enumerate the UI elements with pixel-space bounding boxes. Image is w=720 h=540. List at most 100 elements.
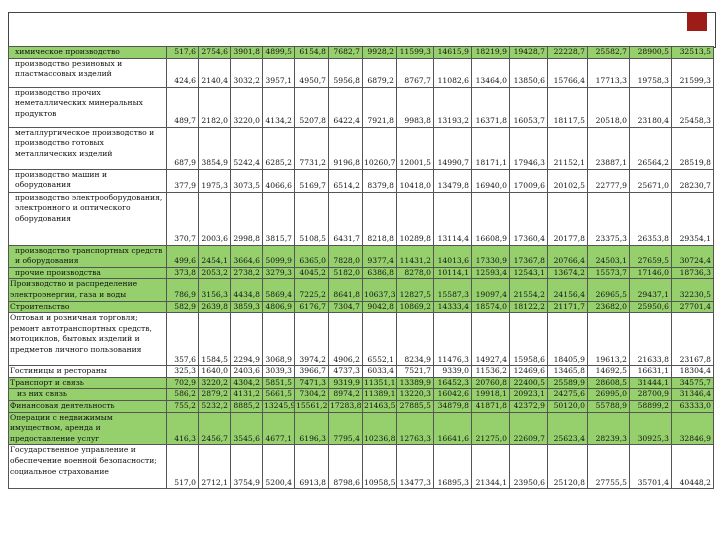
- value-cell: 16452,3: [433, 376, 472, 390]
- value-cell: 30925,3: [629, 411, 672, 446]
- value-cell: 4950,7: [294, 57, 329, 88]
- value-cell: 6514,2: [328, 168, 363, 193]
- value-cell: 13193,2: [433, 86, 472, 128]
- value-cell: 10260,7: [362, 126, 397, 170]
- value-cell: 16053,7: [509, 86, 548, 128]
- value-cell: 7921,8: [362, 86, 397, 128]
- value-cell: 3664,6: [230, 244, 263, 268]
- value-cell: 10418,0: [396, 168, 434, 193]
- value-cell: 1584,5: [198, 312, 231, 367]
- value-cell: 6033,4: [362, 365, 397, 378]
- value-cell: 4806,9: [262, 300, 295, 314]
- value-cell: 35701,4: [629, 444, 672, 490]
- value-cell: 3220,0: [230, 86, 263, 128]
- value-cell: 377,9: [166, 168, 199, 193]
- row-label: Финансовая деятельность: [8, 399, 167, 413]
- value-cell: 2182,0: [198, 86, 231, 128]
- value-cell: 22777,9: [587, 168, 630, 193]
- value-cell: 16371,8: [471, 86, 510, 128]
- value-cell: 4066,6: [262, 168, 295, 193]
- header-band: [8, 12, 716, 48]
- table-row: Производство и распределение электроэнер…: [8, 278, 714, 302]
- value-cell: 10289,8: [396, 191, 434, 246]
- value-cell: 6879,2: [362, 57, 397, 88]
- value-cell: 9319,9: [328, 376, 363, 390]
- value-cell: 24503,1: [587, 244, 630, 268]
- value-cell: 4737,3: [328, 365, 363, 378]
- value-cell: 489,7: [166, 86, 199, 128]
- value-cell: 16608,9: [471, 191, 510, 246]
- value-cell: 16895,3: [433, 444, 472, 490]
- value-cell: 27701,4: [671, 300, 714, 314]
- value-cell: 25671,0: [629, 168, 672, 193]
- value-cell: 22400,5: [509, 376, 548, 390]
- value-cell: 3279,3: [262, 266, 295, 280]
- value-cell: 755,2: [166, 399, 199, 413]
- value-cell: 6386,8: [362, 266, 397, 280]
- value-cell: 702,9: [166, 376, 199, 390]
- value-cell: 786,9: [166, 278, 199, 302]
- value-cell: 325,3: [166, 365, 199, 378]
- value-cell: 14692,5: [587, 365, 630, 378]
- value-cell: 14615,9: [433, 46, 472, 59]
- value-cell: 5200,4: [262, 444, 295, 490]
- value-cell: 416,3: [166, 411, 199, 446]
- table-row: производство прочих неметаллических мине…: [8, 86, 714, 128]
- value-cell: 357,6: [166, 312, 199, 367]
- value-cell: 3901,8: [230, 46, 263, 59]
- value-cell: 21152,1: [547, 126, 588, 170]
- value-cell: 55788,9: [587, 399, 630, 413]
- statistics-table-container: химическое производство 517,6 2754,6 3901,8…: [8, 46, 714, 490]
- value-cell: 11082,6: [433, 57, 472, 88]
- value-cell: 424,6: [166, 57, 199, 88]
- value-cell: 27885,5: [396, 399, 434, 413]
- value-cell: 2053,2: [198, 266, 231, 280]
- value-cell: 5108,5: [294, 191, 329, 246]
- value-cell: 23682,0: [587, 300, 630, 314]
- value-cell: 20518,0: [587, 86, 630, 128]
- value-cell: 2140,4: [198, 57, 231, 88]
- value-cell: 34879,8: [433, 399, 472, 413]
- value-cell: 3032,2: [230, 57, 263, 88]
- value-cell: 25589,9: [547, 376, 588, 390]
- value-cell: 7471,3: [294, 376, 329, 390]
- row-label: металлургическое производство и производ…: [8, 126, 167, 170]
- value-cell: 5207,8: [294, 86, 329, 128]
- value-cell: 28230,7: [671, 168, 714, 193]
- value-cell: 12827,5: [396, 278, 434, 302]
- value-cell: 15587,3: [433, 278, 472, 302]
- value-cell: 9983,8: [396, 86, 434, 128]
- value-cell: 3957,1: [262, 57, 295, 88]
- value-cell: 2003,6: [198, 191, 231, 246]
- value-cell: 6176,7: [294, 300, 329, 314]
- value-cell: 58899,2: [629, 399, 672, 413]
- value-cell: 5099,9: [262, 244, 295, 268]
- value-cell: 19918,1: [471, 388, 510, 401]
- value-cell: 8767,7: [396, 57, 434, 88]
- value-cell: 27755,5: [587, 444, 630, 490]
- value-cell: 8379,8: [362, 168, 397, 193]
- row-label: Оптовая и розничная торговля; ремонт авт…: [8, 312, 167, 367]
- value-cell: 21463,5: [362, 399, 397, 413]
- value-cell: 18574,0: [471, 300, 510, 314]
- value-cell: 28239,3: [587, 411, 630, 446]
- value-cell: 28900,5: [629, 46, 672, 59]
- value-cell: 6154,8: [294, 46, 329, 59]
- value-cell: 10869,2: [396, 300, 434, 314]
- value-cell: 3156,3: [198, 278, 231, 302]
- value-cell: 11389,1: [362, 388, 397, 401]
- value-cell: 5956,8: [328, 57, 363, 88]
- value-cell: 6365,0: [294, 244, 329, 268]
- value-cell: 13220,3: [396, 388, 434, 401]
- value-cell: 23887,1: [587, 126, 630, 170]
- row-label: производство прочих неметаллических мине…: [8, 86, 167, 128]
- value-cell: 23180,4: [629, 86, 672, 128]
- value-cell: 41871,8: [471, 399, 510, 413]
- value-cell: 9042,8: [362, 300, 397, 314]
- value-cell: 18736,3: [671, 266, 714, 280]
- table-row: Оптовая и розничная торговля; ремонт авт…: [8, 312, 714, 367]
- value-cell: 29437,1: [629, 278, 672, 302]
- row-label: Гостиницы и рестораны: [8, 365, 167, 378]
- value-cell: 21554,2: [509, 278, 548, 302]
- statistics-table: химическое производство 517,6 2754,6 3901,8…: [8, 46, 714, 490]
